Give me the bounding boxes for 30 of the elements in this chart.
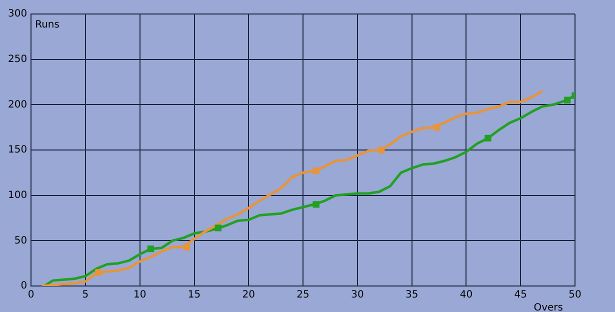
x-tick-label: 0 — [28, 290, 34, 301]
x-tick-label: 40 — [460, 290, 473, 301]
y-tick-label: 150 — [8, 144, 28, 156]
x-tick-label: 10 — [134, 290, 146, 301]
point — [147, 246, 154, 252]
x-tick-label: 5 — [82, 290, 89, 301]
y-tick-label: 50 — [14, 235, 28, 246]
point — [183, 244, 190, 250]
point — [484, 134, 492, 142]
y-tick-label: 300 — [8, 8, 28, 20]
x-tick-label: 20 — [242, 290, 256, 301]
x-tick-label: 35 — [405, 290, 418, 301]
y-tick-label: 200 — [8, 99, 28, 110]
x-tick-label: 50 — [568, 290, 582, 301]
x-tick-label: 15 — [188, 290, 201, 301]
y-tick-label: 100 — [8, 190, 28, 201]
point — [378, 146, 385, 154]
y-tick-label: 0 — [20, 280, 28, 292]
point — [214, 224, 222, 232]
x-tick-label: 45 — [514, 290, 527, 301]
y-tick-label: 250 — [8, 54, 28, 65]
point — [434, 124, 440, 131]
x-tick-label: 25 — [296, 290, 310, 301]
y-axis-title: Runs — [35, 20, 60, 31]
point — [564, 96, 571, 104]
point — [95, 269, 102, 276]
x-tick-label: 30 — [351, 290, 364, 301]
point — [312, 201, 320, 208]
point — [312, 168, 320, 174]
x-axis-title: Overs — [534, 302, 563, 312]
